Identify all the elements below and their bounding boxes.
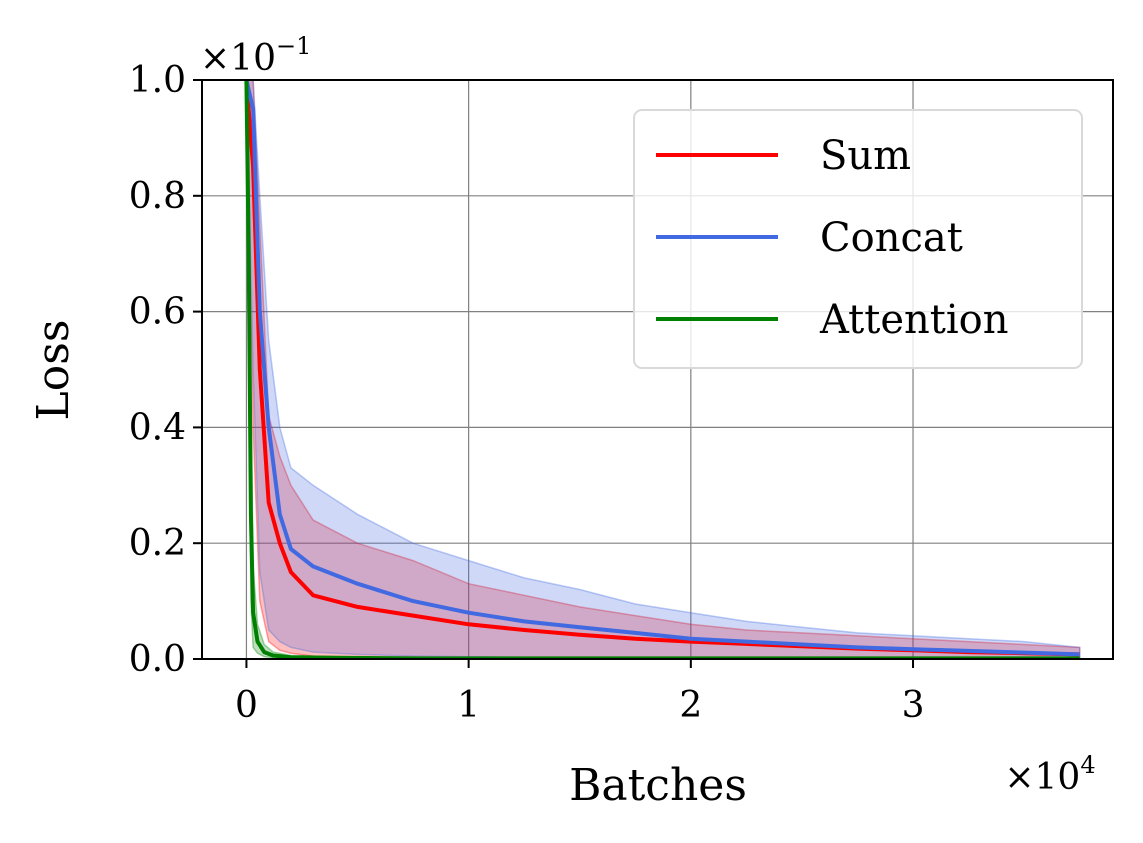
y-axis-ticks: 0.0 0.2 0.4 0.6 0.8 1.0 <box>129 60 202 680</box>
x-axis-multiplier: ×104 <box>1004 751 1095 798</box>
concat-line <box>244 80 1080 657</box>
y-tick-label: 0.4 <box>129 407 186 448</box>
legend-label-attention: Attention <box>819 297 1008 343</box>
y-axis-label: Loss <box>28 320 79 421</box>
x-tick-label: 3 <box>902 685 925 726</box>
x-tick-label: 2 <box>679 685 702 726</box>
x-tick-label: 0 <box>235 685 258 726</box>
y-tick-label: 0.2 <box>129 523 186 564</box>
legend-label-concat: Concat <box>820 215 963 261</box>
x-axis-label: Batches <box>569 760 747 811</box>
legend-label-sum: Sum <box>820 133 911 179</box>
x-axis-ticks: 0 1 2 3 <box>235 659 924 726</box>
y-tick-label: 0.0 <box>129 639 186 680</box>
legend: Sum Concat Attention <box>633 109 1083 369</box>
y-axis-multiplier: ×10−1 <box>200 32 311 79</box>
plot-frame <box>201 79 1114 660</box>
y-tick-label: 1.0 <box>129 60 186 101</box>
y-tick-label: 0.8 <box>129 176 186 217</box>
y-tick-label: 0.6 <box>129 292 186 333</box>
legend-items: Sum Concat Attention <box>656 133 1008 343</box>
x-tick-label: 1 <box>457 685 480 726</box>
legend-box <box>633 109 1083 369</box>
